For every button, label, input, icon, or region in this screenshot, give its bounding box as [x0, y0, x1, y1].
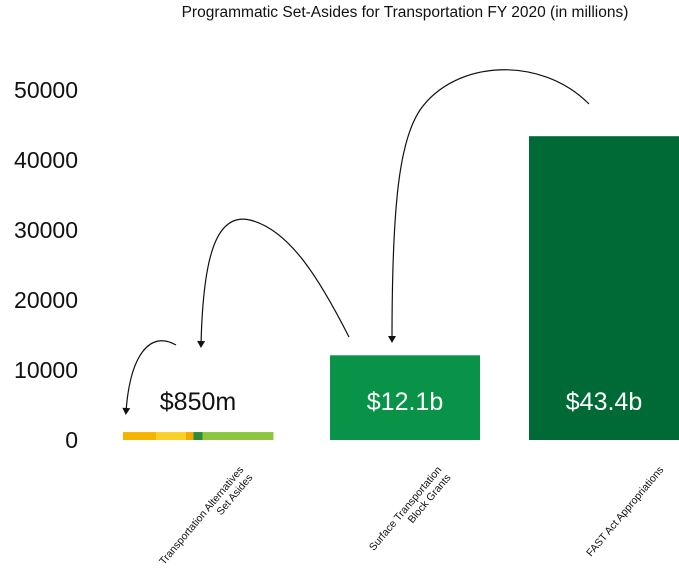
y-axis: 0 10000 20000 30000 40000 50000 — [14, 77, 78, 453]
bar-segment — [186, 432, 194, 440]
y-tick-label: 20000 — [14, 287, 78, 313]
x-tick-label: FAST Act Appropriations — [584, 464, 666, 559]
x-tick-label: Surface TransportationBlock Grants — [367, 464, 454, 561]
data-label: $850m — [160, 388, 236, 416]
bar — [330, 355, 480, 440]
annotation-arrows — [122, 69, 590, 415]
data-label: $43.4b — [566, 388, 642, 416]
arrow-stbg-to-tap — [197, 218, 350, 348]
y-tick-label: 10000 — [14, 357, 78, 383]
bar-segment — [123, 432, 157, 440]
arrow-fast-to-stbg — [388, 69, 590, 343]
bar-labels: $850m $12.1b $43.4b — [160, 388, 642, 416]
bar-segment — [193, 432, 203, 440]
bars — [123, 136, 679, 440]
bar — [529, 136, 679, 440]
bar-segment — [156, 432, 187, 440]
y-tick-label: 40000 — [14, 147, 78, 173]
arrow-tap-small — [122, 340, 177, 415]
x-axis: Transportation AlternativesSet Asides Sur… — [157, 464, 666, 575]
x-tick-label-line: Surface Transportation — [367, 464, 445, 553]
chart-title: Programmatic Set-Asides for Transportati… — [182, 4, 629, 21]
x-tick-label-line: Transportation Alternatives — [157, 464, 246, 567]
y-tick-label: 30000 — [14, 217, 78, 243]
data-label: $12.1b — [367, 388, 443, 416]
bar-segment — [202, 432, 274, 440]
y-tick-label: 50000 — [14, 77, 78, 103]
y-tick-label: 0 — [65, 427, 78, 453]
x-tick-label: Transportation AlternativesSet Asides — [157, 464, 255, 575]
x-tick-label-line: FAST Act Appropriations — [584, 464, 666, 559]
